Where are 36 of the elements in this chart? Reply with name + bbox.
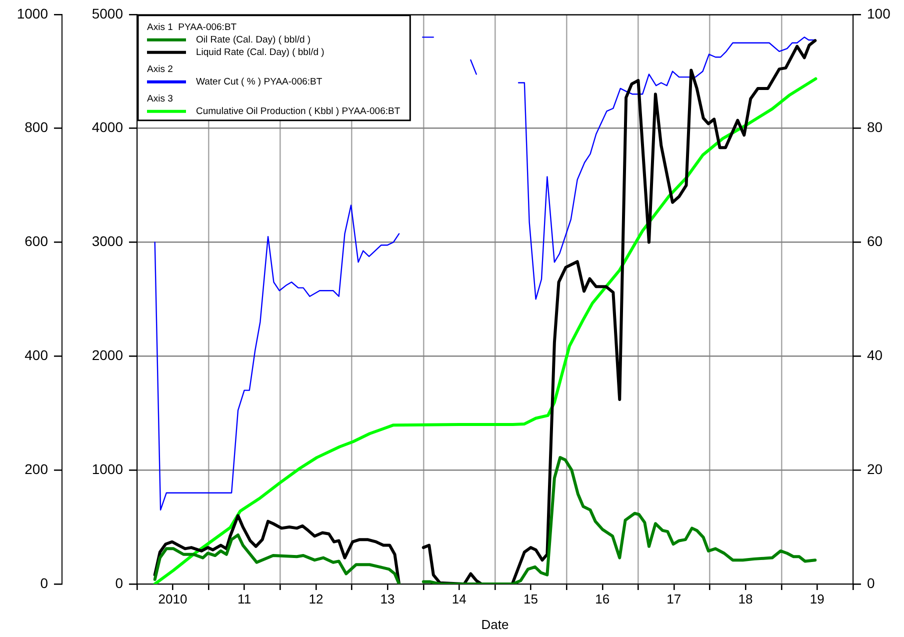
legend-label: Cumulative Oil Production ( Kbbl ) PYAA-006:BT bbox=[196, 106, 400, 118]
y-tick-label: 5000 bbox=[92, 5, 124, 22]
x-tick-label: 11 bbox=[238, 591, 252, 606]
y2-tick-label: 80 bbox=[867, 119, 883, 136]
x-tick-label: 12 bbox=[308, 591, 324, 606]
y2-tick-label: 60 bbox=[867, 233, 883, 250]
x-tick-label: 18 bbox=[738, 591, 753, 606]
y3-tick-label: 200 bbox=[24, 460, 48, 477]
annotation: Axis 2 bbox=[147, 64, 173, 76]
x-tick-label: 19 bbox=[810, 591, 824, 606]
y2-tick-label: 0 bbox=[867, 574, 875, 591]
x-tick-label: 15 bbox=[523, 591, 538, 606]
y-tick-label: 0 bbox=[115, 574, 124, 591]
y-tick-label: 2000 bbox=[92, 347, 124, 364]
annotation: Axis 1 PYAA-006:BT bbox=[147, 22, 237, 34]
y3-tick-label: 600 bbox=[24, 233, 48, 250]
annotation: Axis 3 bbox=[147, 94, 173, 105]
x-tick-label: 14 bbox=[452, 591, 466, 606]
y2-tick-label: 20 bbox=[867, 460, 883, 477]
y-tick-label: 4000 bbox=[92, 119, 124, 136]
y-tick-label: 1000 bbox=[92, 460, 124, 477]
x-tick-label: 13 bbox=[380, 591, 395, 606]
y2-tick-label: 100 bbox=[867, 5, 891, 22]
x-tick-label: 16 bbox=[595, 591, 610, 606]
legend-label: Oil Rate (Cal. Day) ( bbl/d ) bbox=[196, 34, 311, 46]
y3-tick-label: 0 bbox=[40, 574, 48, 591]
y3-tick-label: 1000 bbox=[16, 5, 48, 22]
legend-label: Liquid Rate (Cal. Day) ( bbl/d ) bbox=[196, 47, 324, 58]
legend-label: Water Cut ( % ) PYAA-006:BT bbox=[196, 76, 322, 88]
y-tick-label: 3000 bbox=[92, 233, 124, 250]
y2-tick-label: 40 bbox=[867, 347, 883, 364]
x-axis-title: Date bbox=[481, 616, 509, 632]
x-tick-label: 2010 bbox=[158, 591, 188, 606]
y3-tick-label: 400 bbox=[24, 347, 48, 364]
y3-tick-label: 800 bbox=[24, 119, 48, 136]
x-tick-label: 17 bbox=[666, 591, 682, 606]
